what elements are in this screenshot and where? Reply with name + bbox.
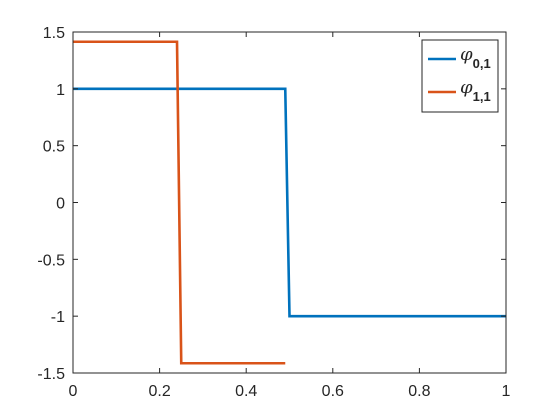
x-tick-label: 0 (69, 383, 78, 400)
legend-box (421, 39, 499, 113)
series-layer (73, 40, 506, 365)
x-tick-label: 0.6 (322, 383, 344, 400)
x-tick-label: 1 (502, 383, 511, 400)
x-tick-label: 0.2 (148, 383, 170, 400)
x-tick-label: 0.8 (408, 383, 430, 400)
y-tick-label: 1 (56, 82, 65, 99)
legend-label-1-1: φ1,1 (460, 77, 491, 104)
series-line-1-1 (73, 40, 286, 365)
y-tick-label: -1 (51, 309, 65, 326)
legend-label-0-1: φ0,1 (460, 44, 491, 71)
y-tick-label: 0.5 (43, 139, 65, 156)
tick-layer: 0 0.2 0.4 0.6 0.8 1 1.5 1 0.5 0 -0.5 -1 -1.5 (37, 25, 510, 400)
y-tick-label: -0.5 (37, 252, 65, 269)
y-tick-label: -1.5 (37, 366, 65, 383)
legend: φ0,1 φ1,1 (421, 39, 499, 113)
x-tick-label: 0.4 (235, 383, 257, 400)
y-tick-label: 1.5 (43, 25, 65, 42)
series-line-0-1 (73, 87, 506, 318)
y-tick-label: 0 (56, 196, 65, 213)
